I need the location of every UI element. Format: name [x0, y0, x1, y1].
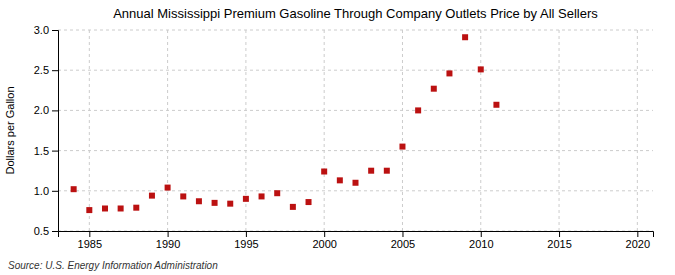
point	[290, 204, 296, 210]
grid-line	[480, 30, 481, 231]
grid-line	[559, 30, 560, 231]
tick-mark	[637, 231, 638, 237]
tick: 1985	[78, 231, 102, 250]
tick-label: 2.5	[34, 64, 49, 76]
tick: 2.5	[34, 64, 58, 76]
plot: 1985 1990 1995 2000 2005 2010 2015 2020 0.5 1.0 1.…	[34, 24, 654, 250]
tick: 2020	[626, 231, 650, 250]
point	[384, 168, 390, 174]
tick: 2.0	[34, 104, 58, 116]
point	[337, 177, 343, 183]
tick: 1.0	[34, 185, 58, 197]
tick-label: 2015	[547, 238, 571, 250]
tick-label: 1.0	[34, 185, 49, 197]
y-axis-title: Dollars per Gallon	[4, 86, 16, 174]
grid-line	[637, 30, 638, 231]
tick-mark	[559, 231, 560, 237]
x-axis: 1985 1990 1995 2000 2005 2010 2015 2020	[59, 231, 654, 250]
point	[86, 207, 92, 213]
grid-line	[89, 30, 90, 231]
grid-line	[324, 30, 325, 231]
tick-mark	[481, 231, 482, 237]
tick-mark	[52, 151, 58, 152]
point	[227, 201, 233, 207]
tick-mark	[324, 231, 325, 237]
tick-label: 3.0	[34, 24, 49, 36]
grid-line	[402, 30, 403, 231]
tick-label: 1985	[78, 238, 102, 250]
tick: 0.5	[34, 225, 58, 237]
tick: 1995	[234, 231, 258, 250]
tick-mark	[52, 110, 58, 111]
grid-line	[58, 190, 653, 191]
grid-line	[58, 30, 653, 31]
tick-mark	[52, 231, 58, 232]
tick-mark	[52, 70, 58, 71]
point	[446, 70, 452, 76]
point	[133, 205, 139, 211]
tick: 2000	[312, 231, 336, 250]
tick-mark	[402, 231, 403, 237]
y-axis: 0.5 1.0 1.5 2.0 2.5 3.0	[34, 24, 59, 237]
grid-line	[58, 110, 653, 111]
point	[212, 200, 218, 206]
point	[149, 193, 155, 199]
tick-mark	[89, 231, 90, 237]
point	[493, 102, 499, 108]
point	[306, 199, 312, 205]
tick-mark	[168, 231, 169, 237]
grid-line	[58, 70, 653, 71]
grid-line	[58, 150, 653, 151]
point	[180, 193, 186, 199]
tick-mark	[52, 30, 58, 31]
point	[353, 180, 359, 186]
tick-mark	[246, 231, 247, 237]
tick-label: 2010	[469, 238, 493, 250]
point	[431, 86, 437, 92]
tick: 3.0	[34, 24, 58, 36]
point	[462, 34, 468, 40]
title: Annual Mississippi Premium Gasoline Thro…	[113, 6, 598, 21]
axis-line	[59, 232, 654, 238]
point	[321, 169, 327, 175]
point	[415, 107, 421, 113]
tick-label: 2020	[626, 238, 650, 250]
tick: 2005	[391, 231, 415, 250]
tick: 1.5	[34, 145, 58, 157]
tick-label: 0.5	[34, 225, 49, 237]
chart: 1985 1990 1995 2000 2005 2010 2015 2020 0.5 1.0 1.…	[0, 0, 675, 275]
tick-label: 1995	[234, 238, 258, 250]
point	[102, 205, 108, 211]
source: Source: U.S. Energy Information Administ…	[8, 260, 218, 271]
point	[259, 193, 265, 199]
point	[71, 186, 77, 192]
tick: 2015	[547, 231, 571, 250]
point	[399, 144, 405, 150]
point	[165, 185, 171, 191]
axis-line	[52, 31, 59, 232]
point	[274, 190, 280, 196]
tick-label: 1990	[156, 238, 180, 250]
tick-label: 2005	[391, 238, 415, 250]
tick-label: 2000	[312, 238, 336, 250]
point	[118, 205, 124, 211]
point	[243, 196, 249, 202]
tick-label: 2.0	[34, 104, 49, 116]
tick: 1990	[156, 231, 180, 250]
points	[71, 34, 500, 213]
grid	[58, 30, 653, 231]
point	[478, 66, 484, 72]
tick-label: 1.5	[34, 145, 49, 157]
grid-line	[167, 30, 168, 231]
point	[196, 198, 202, 204]
tick-mark	[52, 191, 58, 192]
tick: 2010	[469, 231, 493, 250]
point	[368, 168, 374, 174]
